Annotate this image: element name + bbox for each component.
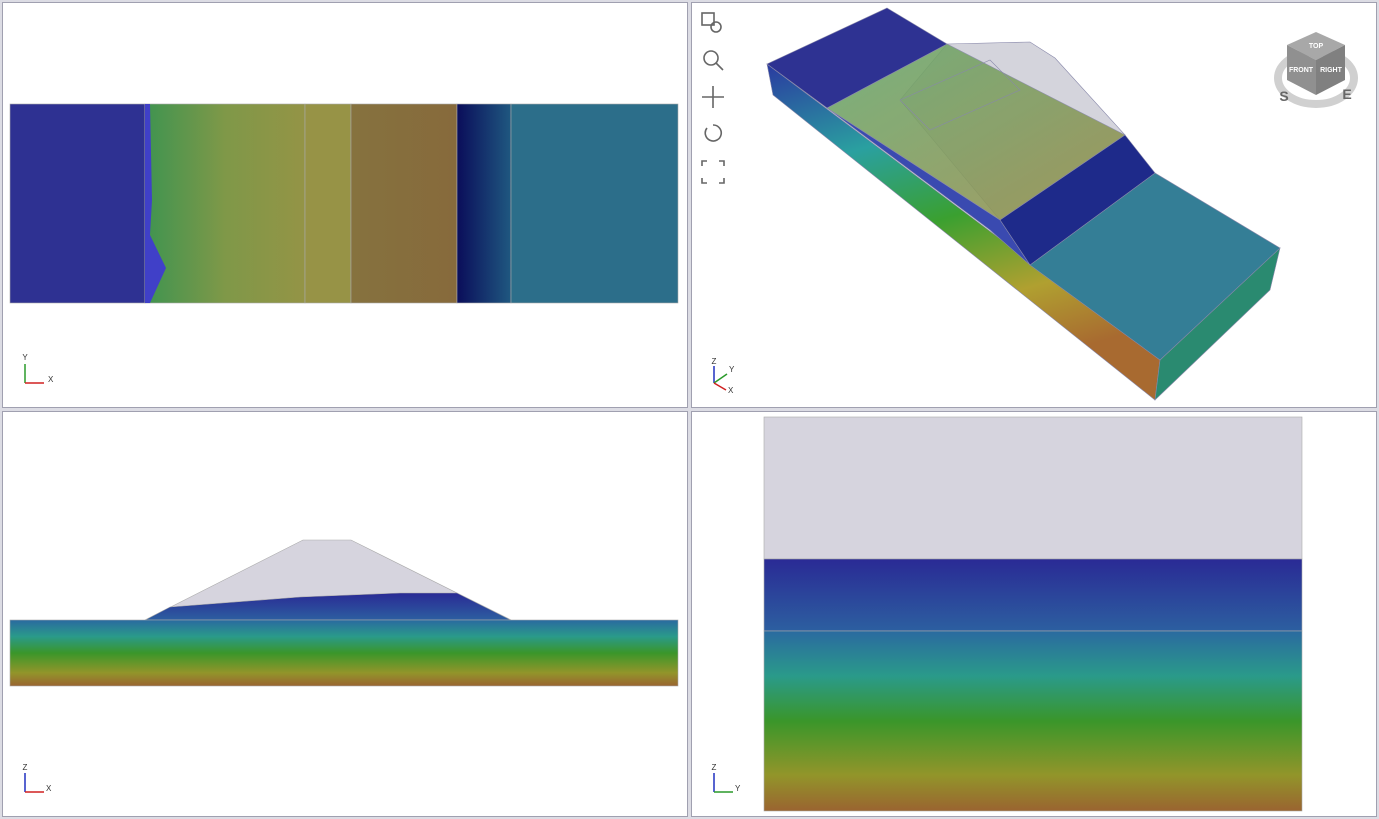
cube-label: FRONT <box>1289 67 1314 74</box>
axis-label: Z <box>712 763 717 772</box>
axis-label: Y <box>735 784 741 793</box>
rotate-button[interactable] <box>704 124 723 142</box>
axis-label: Y <box>22 353 28 362</box>
pan-button[interactable] <box>702 86 724 108</box>
axis-label: Y <box>729 365 735 374</box>
axis-triad: Z X <box>23 763 52 793</box>
axis-triad: Y X <box>22 353 54 384</box>
compass-label: S <box>1279 88 1288 104</box>
cube-label: RIGHT <box>1320 67 1343 74</box>
axis-triad: Z Y <box>712 763 741 793</box>
toolbar <box>701 12 725 184</box>
cube-label: TOP <box>1309 43 1324 50</box>
axis-label: Z <box>712 357 717 366</box>
fit-button[interactable] <box>701 160 725 184</box>
view-cube[interactable]: TOP FRONT RIGHT S E <box>1274 32 1358 108</box>
zoom-box-button[interactable] <box>701 12 722 33</box>
plan-model <box>9 103 679 304</box>
compass-label: E <box>1342 86 1351 102</box>
axis-label: X <box>728 386 734 395</box>
front-model <box>9 539 679 687</box>
side-model <box>763 416 1303 812</box>
iso-model <box>766 7 1281 401</box>
axis-label: Z <box>23 763 28 772</box>
axis-triad: Z Y X <box>712 357 735 395</box>
zoom-button[interactable] <box>703 50 724 71</box>
axis-label: X <box>48 375 54 384</box>
axis-label: X <box>46 784 52 793</box>
